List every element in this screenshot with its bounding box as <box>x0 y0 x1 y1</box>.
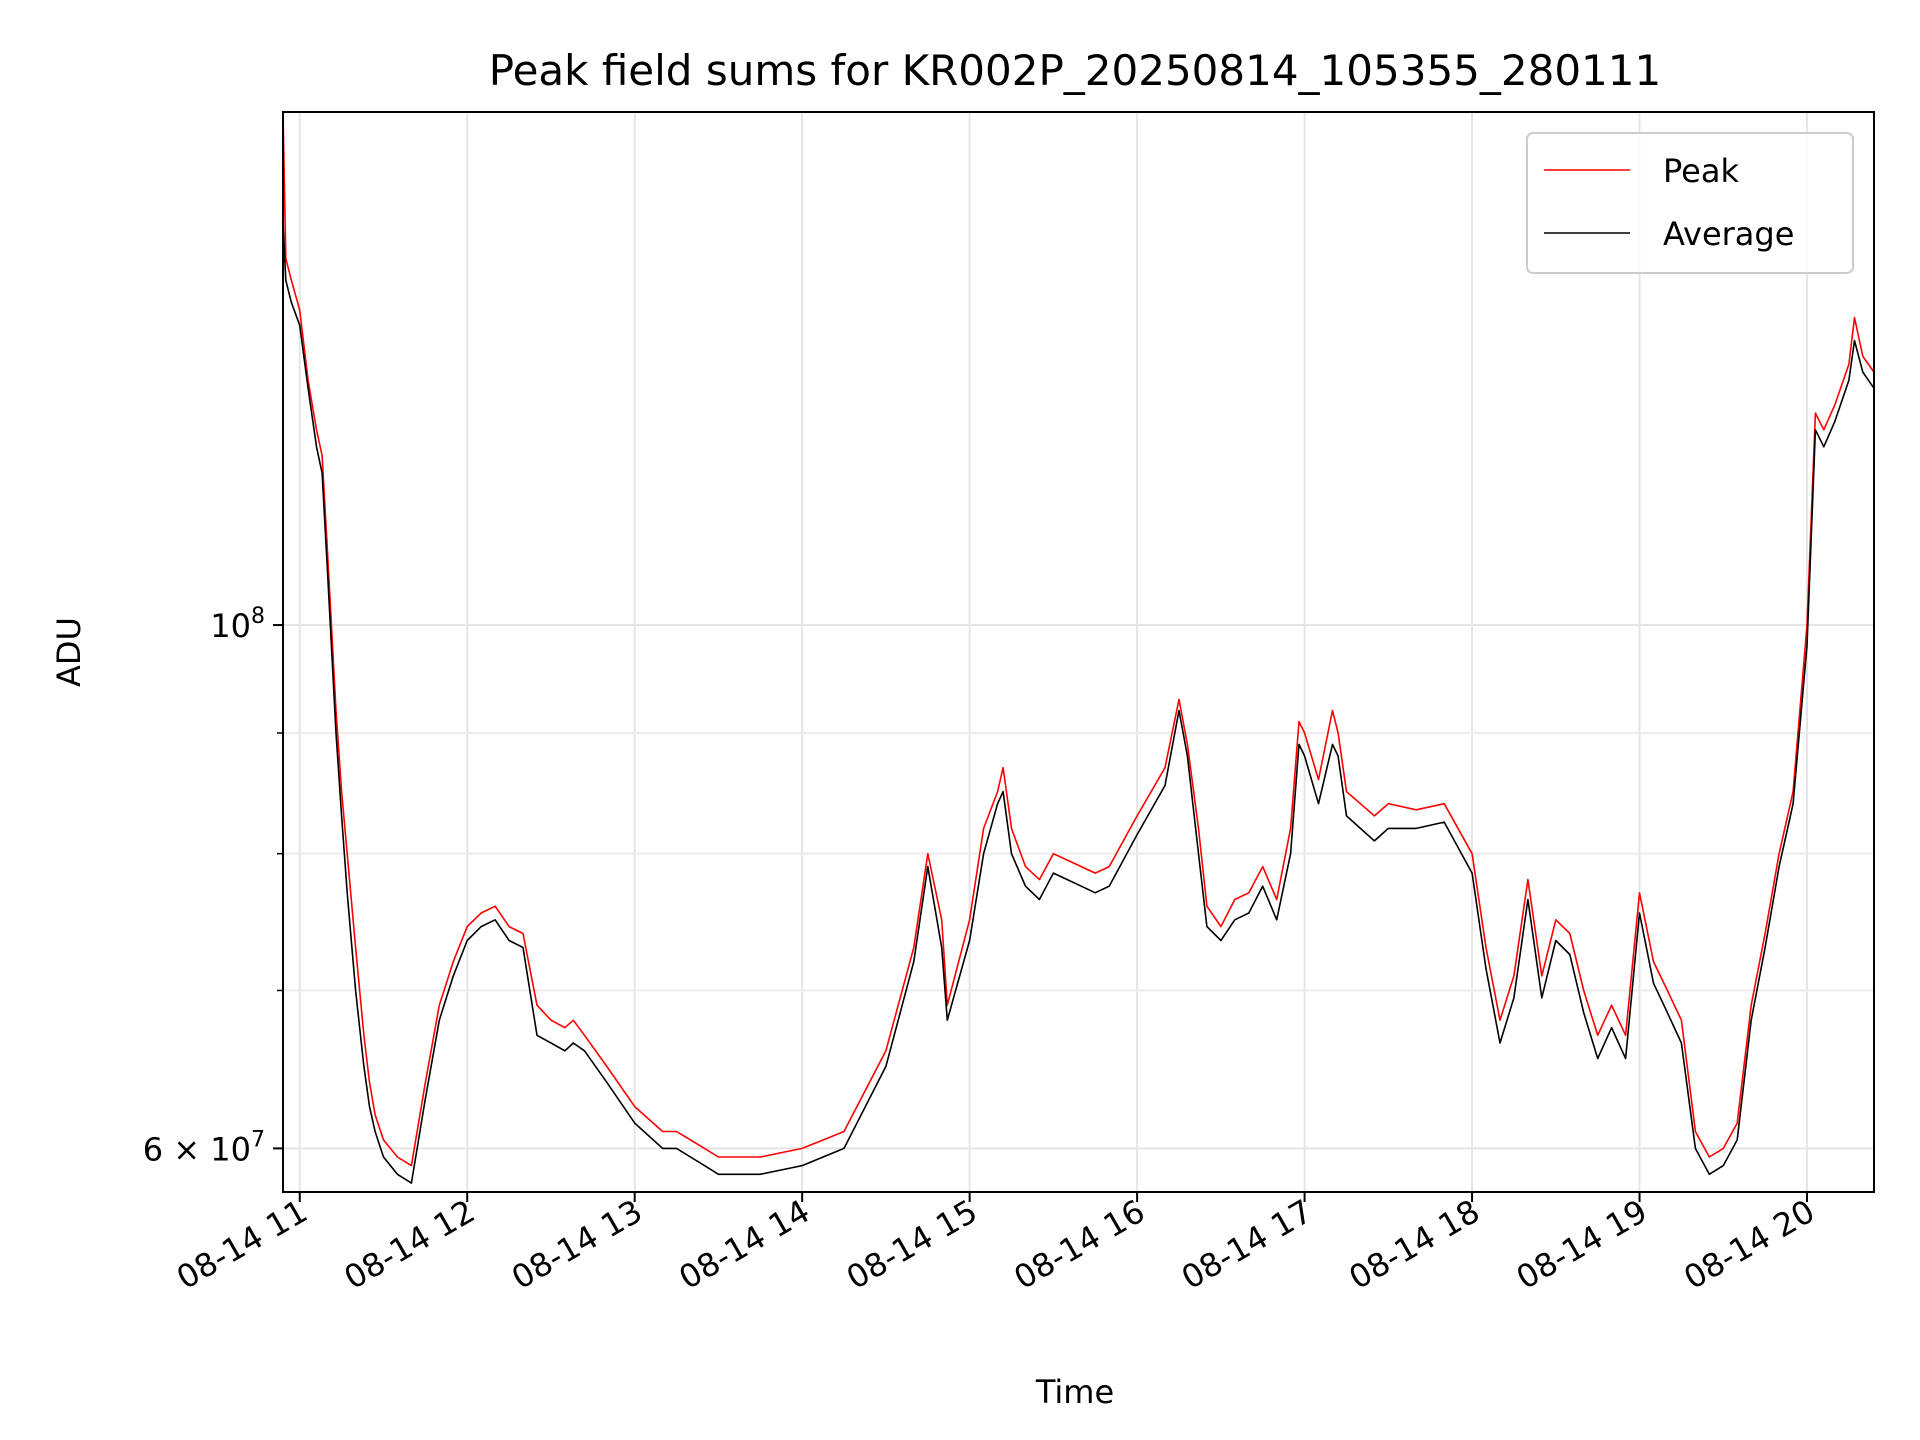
x-axis-label: Time <box>1035 1373 1114 1411</box>
series-line-average <box>282 223 1875 1184</box>
chart-title: Peak field sums for KR002P_20250814_1053… <box>489 46 1661 95</box>
series-line-peak <box>282 111 1875 1167</box>
legend-peak-label: Peak <box>1663 152 1739 190</box>
legend-average-label: Average <box>1663 215 1794 253</box>
legend: Peak Average <box>1526 132 1854 274</box>
y-tick-label: 6 × 107 <box>143 1127 265 1168</box>
series-lines <box>282 111 1875 1184</box>
y-axis-label: ADU <box>50 617 88 687</box>
plot-area-frame <box>282 111 1875 1193</box>
y-tick-label: 108 <box>210 604 265 645</box>
legend-box <box>1526 132 1854 274</box>
y-axis-ticks: 108 6 × 107 <box>143 604 283 1168</box>
